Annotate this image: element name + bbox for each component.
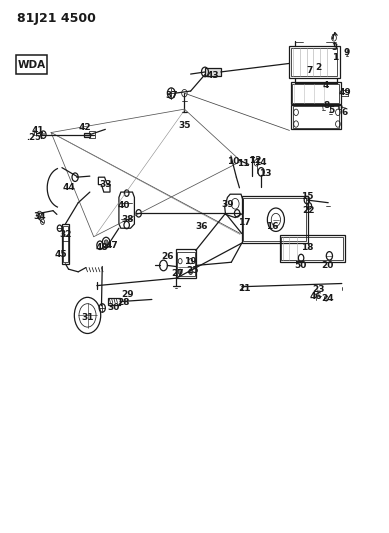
Text: 49: 49 bbox=[338, 87, 351, 96]
Text: 10: 10 bbox=[227, 157, 240, 166]
Bar bbox=[16, 55, 47, 74]
Text: 50: 50 bbox=[294, 261, 307, 270]
Text: 33: 33 bbox=[99, 180, 112, 189]
Text: 46: 46 bbox=[309, 292, 322, 301]
Text: 18: 18 bbox=[301, 243, 313, 252]
Bar bbox=[280, 235, 345, 262]
Text: 7: 7 bbox=[307, 67, 313, 75]
Text: .25": .25" bbox=[26, 133, 45, 142]
Text: 40: 40 bbox=[118, 201, 130, 211]
Text: 14: 14 bbox=[254, 158, 266, 167]
Bar bbox=[62, 224, 69, 264]
Text: 35: 35 bbox=[178, 121, 191, 130]
Text: 45: 45 bbox=[54, 251, 67, 260]
Text: 20: 20 bbox=[321, 261, 333, 270]
Text: 28: 28 bbox=[118, 297, 130, 306]
Text: 24: 24 bbox=[321, 294, 334, 303]
Bar bbox=[84, 133, 90, 137]
Bar bbox=[205, 68, 221, 76]
Text: 19: 19 bbox=[184, 257, 196, 265]
Text: 36: 36 bbox=[195, 222, 208, 231]
Text: 25: 25 bbox=[187, 266, 199, 274]
Text: 37: 37 bbox=[165, 91, 177, 100]
Text: WDA: WDA bbox=[18, 60, 46, 70]
Bar bbox=[244, 198, 306, 241]
Text: 31: 31 bbox=[82, 313, 94, 322]
Text: 15: 15 bbox=[301, 192, 313, 201]
Text: 41: 41 bbox=[31, 126, 44, 135]
Text: 81J21 4500: 81J21 4500 bbox=[17, 12, 96, 25]
Bar bbox=[291, 48, 337, 76]
Bar bbox=[291, 82, 341, 104]
Text: 5: 5 bbox=[328, 106, 334, 115]
Text: 27: 27 bbox=[171, 270, 184, 278]
Text: 48: 48 bbox=[95, 243, 108, 252]
Text: 47: 47 bbox=[105, 241, 118, 250]
Text: 8: 8 bbox=[323, 101, 329, 110]
Text: 9: 9 bbox=[343, 48, 350, 56]
Bar bbox=[89, 132, 95, 138]
Text: 43: 43 bbox=[207, 70, 219, 79]
Text: 34: 34 bbox=[33, 212, 46, 221]
Circle shape bbox=[178, 269, 182, 274]
Circle shape bbox=[104, 240, 108, 245]
Text: 29: 29 bbox=[121, 289, 134, 298]
Text: 1: 1 bbox=[332, 53, 338, 62]
Text: 30: 30 bbox=[108, 303, 120, 312]
Text: 4: 4 bbox=[322, 81, 329, 90]
Text: 16: 16 bbox=[266, 222, 278, 231]
Text: 6: 6 bbox=[342, 108, 348, 117]
Bar bbox=[63, 226, 68, 262]
Bar bbox=[242, 196, 308, 243]
Text: 12: 12 bbox=[249, 156, 261, 165]
Circle shape bbox=[189, 269, 193, 274]
Text: 2: 2 bbox=[315, 63, 322, 71]
Bar bbox=[289, 46, 340, 78]
Bar bbox=[281, 237, 343, 260]
Text: 22: 22 bbox=[302, 206, 314, 215]
Bar bbox=[292, 84, 340, 103]
Text: 26: 26 bbox=[161, 253, 173, 261]
Text: 42: 42 bbox=[79, 123, 91, 132]
Text: 32: 32 bbox=[60, 230, 72, 239]
Text: 11: 11 bbox=[237, 159, 250, 168]
Text: 23: 23 bbox=[312, 285, 325, 294]
Text: 39: 39 bbox=[221, 200, 234, 209]
Bar bbox=[293, 107, 340, 128]
Text: 21: 21 bbox=[238, 284, 251, 293]
Text: 13: 13 bbox=[259, 169, 271, 178]
Text: 17: 17 bbox=[238, 219, 251, 228]
Text: 44: 44 bbox=[63, 183, 75, 192]
Bar bbox=[177, 252, 194, 276]
Bar bbox=[291, 105, 341, 130]
Text: 3: 3 bbox=[332, 43, 338, 52]
Bar bbox=[176, 249, 196, 278]
Text: 38: 38 bbox=[122, 215, 134, 224]
Bar bbox=[109, 298, 120, 305]
